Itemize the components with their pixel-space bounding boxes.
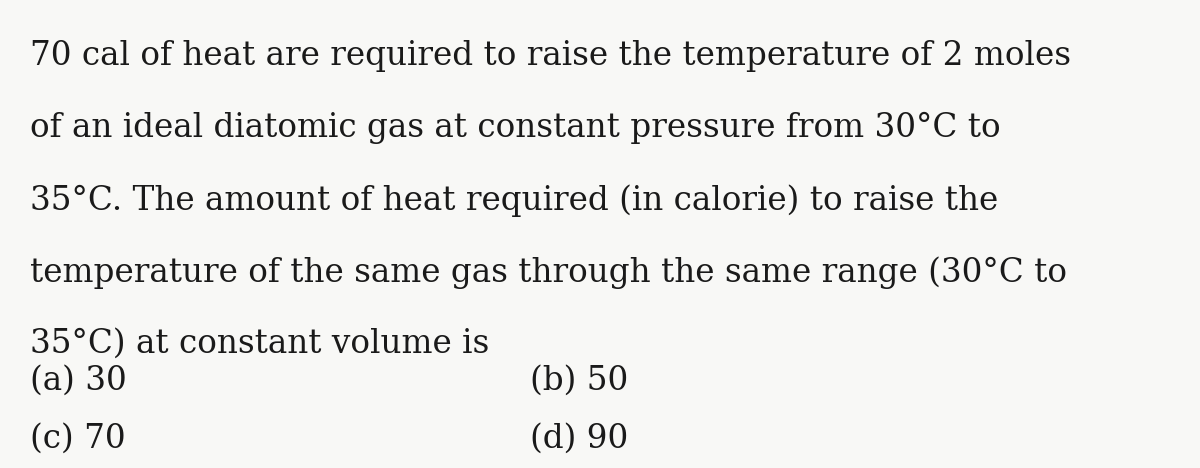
Text: (a) 30: (a) 30 — [30, 365, 127, 397]
Text: of an ideal diatomic gas at constant pressure from 30°C to: of an ideal diatomic gas at constant pre… — [30, 112, 1001, 144]
Text: (d) 90: (d) 90 — [530, 423, 629, 455]
Text: 35°C) at constant volume is: 35°C) at constant volume is — [30, 328, 490, 360]
Text: temperature of the same gas through the same range (30°C to: temperature of the same gas through the … — [30, 256, 1067, 289]
Text: 35°C. The amount of heat required (in calorie) to raise the: 35°C. The amount of heat required (in ca… — [30, 184, 998, 217]
Text: (b) 50: (b) 50 — [530, 365, 629, 397]
Text: 70 cal of heat are required to raise the temperature of 2 moles: 70 cal of heat are required to raise the… — [30, 40, 1072, 72]
Text: (c) 70: (c) 70 — [30, 423, 126, 455]
